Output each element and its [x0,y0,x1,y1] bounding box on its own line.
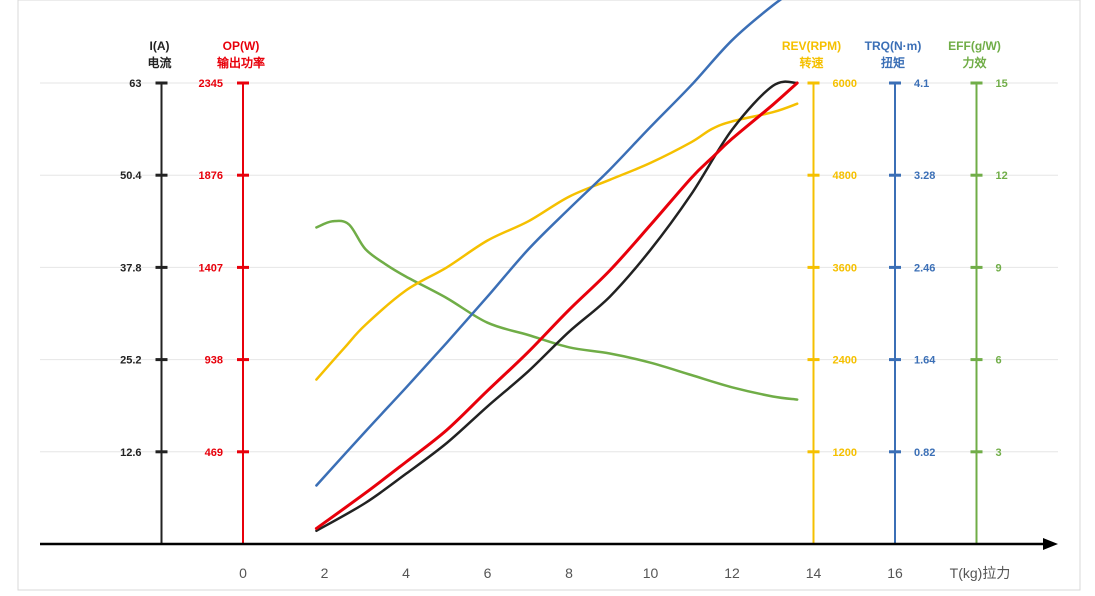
x-tick-label: 8 [565,565,573,581]
tick-label-rev: 4800 [833,170,857,182]
axis-title-cn-rev: 转速 [799,55,823,70]
tick-label-rev: 3600 [833,262,857,274]
tick-label-rev: 1200 [833,447,857,459]
tick-label-power: 1876 [199,170,223,182]
x-axis-title: T(kg)拉力 [950,565,1011,581]
axis-title-en-current: I(A) [150,39,170,53]
tick-label-torque: 1.64 [914,355,936,367]
x-tick-label: 4 [402,565,410,581]
x-tick-label: 10 [643,565,659,581]
series-lines [314,0,799,533]
axis-title-cn-power: 输出功率 [217,55,265,70]
tick-label-power: 938 [205,355,223,367]
series-line-power [314,81,799,530]
tick-label-power: 2345 [199,78,223,90]
tick-label-power: 1407 [199,262,223,274]
tick-label-rev: 6000 [833,78,857,90]
tick-label-rev: 2400 [833,355,857,367]
tick-label-current: 12.6 [120,447,141,459]
axis-title-cn-current: 电流 [147,55,171,70]
tick-label-power: 469 [205,447,223,459]
axis-title-cn-torque: 扭矩 [881,55,905,70]
x-tick-label: 6 [484,565,492,581]
x-tick-label: 0 [239,565,247,581]
tick-label-eff: 15 [996,78,1008,90]
tick-label-eff: 6 [996,355,1002,367]
series-line-eff [315,219,799,401]
chart-frame [17,0,1081,591]
x-tick-label: 14 [806,565,822,581]
series-line-rev [315,102,799,381]
x-axis-arrow-icon [1043,538,1058,550]
tick-label-current: 37.8 [120,262,141,274]
series-line-torque [315,0,783,487]
tick-label-eff: 12 [996,170,1008,182]
tick-label-current: 50.4 [120,170,142,182]
axis-title-en-power: OP(W) [223,39,260,53]
tick-label-torque: 4.1 [914,78,929,90]
tick-label-torque: 3.28 [914,170,935,182]
tick-label-current: 25.2 [120,355,141,367]
tick-label-torque: 0.82 [914,447,935,459]
axis-title-en-rev: REV(RPM) [782,39,841,53]
tick-label-torque: 2.46 [914,262,935,274]
tick-label-eff: 9 [996,262,1002,274]
x-tick-label: 12 [724,565,740,581]
x-tick-label: 16 [887,565,903,581]
x-tick-label: 2 [321,565,329,581]
tick-label-current: 63 [129,78,141,90]
gridlines [40,82,1058,453]
axis-title-en-eff: EFF(g/W) [948,39,1001,53]
series-line-current [315,80,799,533]
tick-label-eff: 3 [996,447,1002,459]
axes: 12.625.237.850.463I(A)电流4699381407187623… [40,39,1058,581]
axis-title-cn-eff: 力效 [962,55,987,70]
axis-title-en-torque: TRQ(N·m) [865,39,922,53]
